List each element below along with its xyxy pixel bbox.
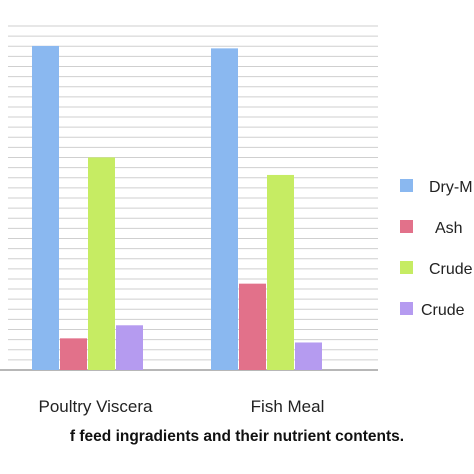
bar [267, 174, 294, 370]
legend-label: Crude [421, 302, 465, 319]
bar [32, 45, 59, 371]
bar [295, 342, 322, 370]
bar [60, 338, 87, 370]
bar [239, 283, 266, 370]
legend-swatch [400, 220, 413, 233]
legend-swatch [400, 261, 413, 274]
legend-label: Dry-M [429, 179, 473, 196]
legend-swatch [400, 302, 413, 315]
legend-swatch [400, 179, 413, 192]
bar [116, 325, 143, 370]
bar [88, 157, 115, 370]
x-tick-label: Fish Meal [251, 397, 325, 416]
x-tick-label: Poultry Viscera [38, 397, 153, 416]
legend-label: Ash [435, 220, 463, 237]
bar [211, 48, 238, 371]
legend-label: Crude [429, 261, 473, 278]
figure-caption: f feed ingradients and their nutrient co… [69, 428, 405, 445]
